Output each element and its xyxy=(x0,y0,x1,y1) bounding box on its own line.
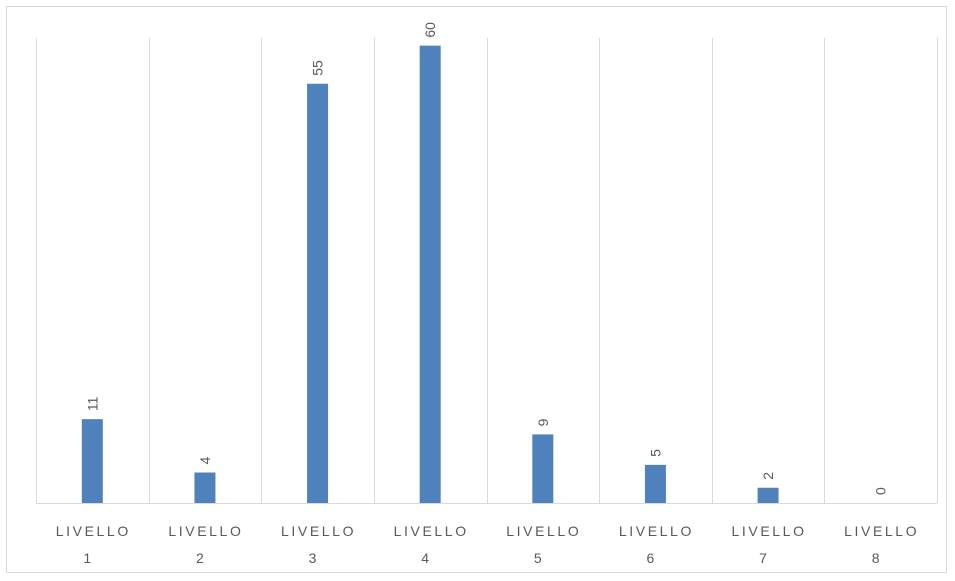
bar-5 xyxy=(532,434,554,503)
x-tick-number-6: 6 xyxy=(647,550,655,566)
bar-4 xyxy=(419,45,441,503)
x-tick-label-5: LIVELLO xyxy=(506,523,581,539)
x-tick-number-3: 3 xyxy=(309,550,317,566)
x-tick-label-4: LIVELLO xyxy=(394,523,469,539)
x-tick-number-7: 7 xyxy=(759,550,767,566)
bars xyxy=(81,45,779,503)
bar-1 xyxy=(81,419,103,503)
x-tick-number-2: 2 xyxy=(196,550,204,566)
bar-6 xyxy=(644,464,666,503)
data-label-4: 60 xyxy=(422,22,438,38)
gridlines xyxy=(36,38,938,503)
bar-2 xyxy=(194,472,216,503)
x-tick-label-8: LIVELLO xyxy=(844,523,919,539)
x-tick-number-5: 5 xyxy=(534,550,542,566)
x-tick-label-3: LIVELLO xyxy=(281,523,356,539)
data-label-3: 55 xyxy=(310,60,326,76)
x-tick-number-1: 1 xyxy=(83,550,91,566)
data-label-8: 0 xyxy=(873,487,889,495)
x-axis: LIVELLO 1 LIVELLO 2 LIVELLO 3 LIVELLO 4 LIVELLO 5… xyxy=(36,503,937,566)
data-label-6: 5 xyxy=(647,449,663,457)
data-label-7: 2 xyxy=(760,472,776,480)
data-label-1: 11 xyxy=(84,396,100,411)
data-label-2: 4 xyxy=(197,457,213,465)
x-tick-number-4: 4 xyxy=(421,550,429,566)
chart-frame xyxy=(6,6,947,573)
x-tick-label-7: LIVELLO xyxy=(732,523,807,539)
data-labels: 11 4 55 60 9 5 2 0 xyxy=(84,22,888,495)
bar-3 xyxy=(307,83,329,503)
bar-7 xyxy=(757,487,779,503)
x-tick-label-6: LIVELLO xyxy=(619,523,694,539)
x-tick-number-8: 8 xyxy=(872,550,880,566)
x-tick-label-1: LIVELLO xyxy=(56,523,131,539)
x-tick-label-2: LIVELLO xyxy=(168,523,243,539)
data-label-5: 9 xyxy=(535,418,551,426)
